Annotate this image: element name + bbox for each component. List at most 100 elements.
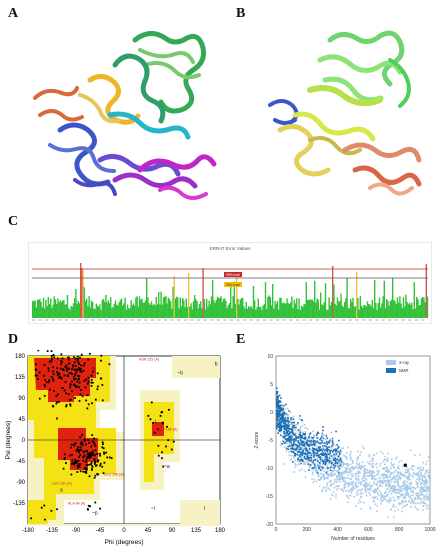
errat-tick xyxy=(32,319,35,321)
xray-point xyxy=(377,473,379,476)
xray-point xyxy=(399,486,401,489)
xray-point xyxy=(342,480,345,482)
xray-point xyxy=(424,494,427,497)
errat-bar xyxy=(35,307,37,318)
xray-point xyxy=(359,471,361,473)
rama-point xyxy=(99,452,101,455)
nmr-point xyxy=(279,401,282,403)
nmr-point xyxy=(276,405,279,408)
xray-point xyxy=(366,482,368,484)
errat-tick xyxy=(329,319,332,321)
xray-point xyxy=(409,473,411,476)
nmr-point xyxy=(288,441,291,443)
xray-point xyxy=(418,494,421,497)
rama-point xyxy=(168,408,170,411)
xray-point xyxy=(397,480,399,482)
errat-bar xyxy=(292,308,294,318)
xray-point xyxy=(362,461,364,464)
xray-point xyxy=(371,484,373,487)
rama-point xyxy=(79,454,82,456)
rama-point xyxy=(90,455,92,458)
errat-bar xyxy=(107,300,109,318)
rama-point xyxy=(61,361,63,364)
xray-point xyxy=(322,486,325,489)
xray-point xyxy=(294,463,296,465)
rama-point xyxy=(83,454,86,457)
xray-point xyxy=(300,438,303,440)
xray-point xyxy=(421,478,424,480)
xray-point xyxy=(325,468,327,470)
xray-point xyxy=(371,474,374,477)
rama-ytick: 90 xyxy=(18,396,25,402)
rama-point xyxy=(87,358,90,361)
xray-point xyxy=(408,472,410,474)
rama-point xyxy=(58,401,60,403)
xray-point xyxy=(283,446,286,449)
errat-bar xyxy=(86,298,88,318)
nmr-point xyxy=(283,427,286,429)
rama-point xyxy=(47,367,50,370)
errat-bar xyxy=(69,309,71,318)
nmr-point xyxy=(299,439,302,441)
xray-point xyxy=(398,475,400,477)
nmr-point xyxy=(307,459,310,461)
xray-point xyxy=(325,463,328,466)
nmr-point xyxy=(284,420,287,423)
errat-bar xyxy=(146,278,148,318)
xray-point xyxy=(355,472,358,475)
xray-point xyxy=(387,470,389,473)
nmr-point xyxy=(293,452,295,454)
xray-point xyxy=(414,505,417,508)
xray-point xyxy=(386,488,389,490)
xray-point xyxy=(337,487,339,490)
xray-point xyxy=(331,466,333,468)
nmr-point xyxy=(327,453,330,456)
xray-point xyxy=(339,473,342,476)
rama-point xyxy=(77,466,79,469)
rama-point xyxy=(101,446,104,449)
errat-bar xyxy=(42,297,45,318)
errat-bar xyxy=(150,301,153,318)
errat-bar xyxy=(197,308,199,318)
xray-point xyxy=(363,470,366,473)
errat-tick xyxy=(51,319,55,321)
xray-point xyxy=(406,491,408,493)
nmr-point xyxy=(276,411,279,414)
errat-tick xyxy=(236,319,240,321)
xray-point xyxy=(312,438,314,441)
xray-point xyxy=(360,489,362,492)
rama-point xyxy=(100,377,103,380)
errat-bar xyxy=(420,298,423,318)
xray-point xyxy=(339,480,341,483)
nmr-point xyxy=(308,445,310,447)
errat-bar xyxy=(317,299,319,318)
xray-point xyxy=(394,490,396,493)
xray-point xyxy=(398,485,400,488)
rama-point xyxy=(86,452,89,455)
xray-point xyxy=(310,449,313,452)
nmr-point xyxy=(325,471,328,474)
errat-bar xyxy=(244,308,246,318)
rama-point xyxy=(85,460,88,463)
nmr-point xyxy=(285,413,288,416)
rama-point xyxy=(79,442,82,445)
xray-point xyxy=(411,500,414,502)
errat-tick xyxy=(65,319,68,321)
xray-point xyxy=(389,489,392,492)
rama-point xyxy=(69,384,72,387)
xray-point xyxy=(347,464,350,467)
rama-point xyxy=(43,364,46,366)
rama-point xyxy=(47,369,50,372)
errat-bar xyxy=(393,300,395,318)
zscore-highlight-point xyxy=(403,463,407,467)
rama-point xyxy=(63,458,66,461)
nmr-point xyxy=(293,434,296,436)
nmr-point xyxy=(337,447,339,449)
xray-point xyxy=(389,481,392,483)
errat-bar xyxy=(284,303,286,318)
nmr-point xyxy=(337,455,340,458)
nmr-point xyxy=(327,467,329,469)
xray-point xyxy=(343,477,346,480)
xray-point xyxy=(402,497,405,499)
nmr-point xyxy=(282,407,284,410)
